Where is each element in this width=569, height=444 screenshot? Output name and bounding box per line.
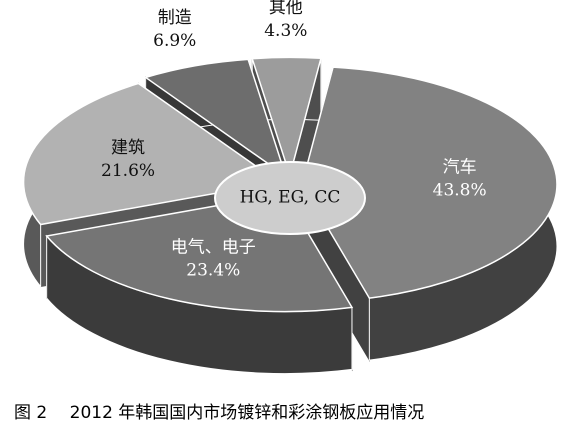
center-label: HG, EG, CC	[240, 188, 341, 208]
slice	[143, 58, 288, 178]
slice-name: 电气、电子	[171, 237, 256, 257]
slice	[301, 66, 558, 299]
slice	[22, 82, 281, 226]
center-hole	[214, 161, 366, 235]
slice-name: 制造	[158, 8, 192, 28]
slice-value: 21.6%	[101, 161, 155, 181]
caption: 图 2 2012 年韩国国内市场镀锌和彩涂钢板应用情况	[14, 403, 424, 423]
slice-value: 6.9%	[153, 31, 196, 51]
slice-value: 23.4%	[186, 260, 240, 280]
slice-name: 建筑	[111, 138, 145, 158]
slice-value: 4.3%	[264, 21, 307, 41]
slice-name: 汽车	[443, 157, 477, 177]
slice-name: 其他	[269, 0, 303, 18]
slice-value: 43.8%	[433, 180, 487, 200]
pie: HG, EG, CC 汽车 43.8% 电气、电子 23.4% 建筑 21.6% 制造 6.9%…	[22, 0, 558, 375]
slice	[251, 56, 322, 179]
